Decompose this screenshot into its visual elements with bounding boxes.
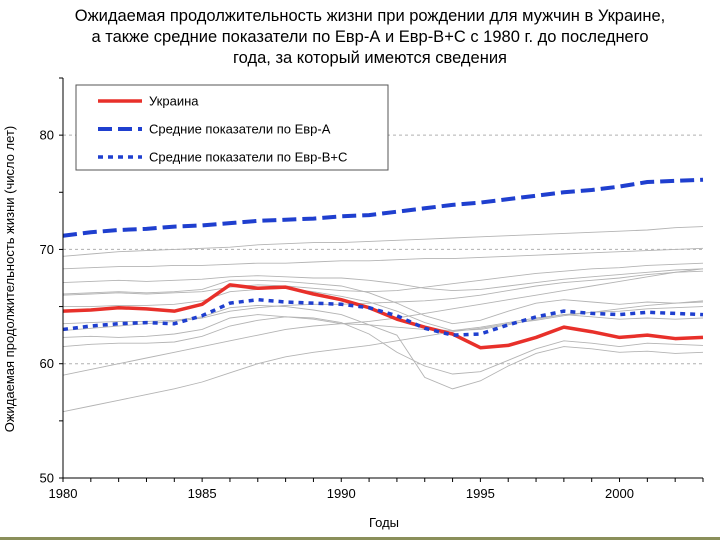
- background-series-line-7: [63, 287, 704, 332]
- legend-label-ukraine: Украина: [149, 94, 199, 109]
- legend-label-eur-a: Средние показатели по Евр-А: [149, 122, 331, 137]
- background-series-line-12: [62, 306, 704, 338]
- title-line-3: года, за который имеются сведения: [233, 49, 507, 67]
- background-series-line-2: [62, 300, 704, 413]
- axes: 50 60 70 80 1980 1985 1990 1995 2000: [40, 77, 704, 501]
- background-series-line-11: [62, 262, 704, 296]
- bottom-bar: [0, 537, 720, 540]
- main-series-group: [62, 177, 704, 350]
- legend: Украина Средние показатели по Евр-А Сред…: [75, 84, 389, 171]
- background-series-line-3: [62, 226, 704, 257]
- background-series-line-9: [62, 316, 704, 375]
- x-tick-label-1985: 1985: [188, 486, 217, 501]
- title-line-2: а также средние показатели по Евр-А и Ев…: [91, 28, 649, 46]
- legend-label-eur-bc: Средние показатели по Евр-В+С: [149, 150, 347, 165]
- y-tick-label-80: 80: [40, 128, 54, 143]
- y-tick-label-70: 70: [40, 242, 54, 257]
- x-tick-label-1990: 1990: [327, 486, 356, 501]
- background-series-line-6: [62, 279, 704, 325]
- background-series-line-4: [62, 247, 704, 270]
- title-line-1: Ожидаемая продолжительность жизни при ро…: [74, 7, 666, 25]
- chart-title: Ожидаемая продолжительность жизни при ро…: [40, 6, 700, 69]
- x-tick-label-2000: 2000: [605, 486, 634, 501]
- background-series-group: [62, 226, 704, 413]
- y-tick-label-50: 50: [40, 471, 54, 486]
- background-series-line-8: [62, 270, 704, 332]
- y-tick-label-60: 60: [40, 356, 54, 371]
- x-axis-label: Годы: [369, 515, 399, 530]
- y-axis-label: Ожидаемая продолжительность жизни (число…: [2, 126, 17, 433]
- background-series-line-5: [62, 268, 704, 292]
- x-tick-label-1995: 1995: [466, 486, 495, 501]
- series-line-ukraine: [62, 283, 704, 350]
- background-series-line-10: [62, 304, 704, 390]
- series-line-eur-a: [62, 177, 704, 238]
- x-tick-label-1980: 1980: [49, 486, 78, 501]
- background-series-line-1: [62, 268, 704, 376]
